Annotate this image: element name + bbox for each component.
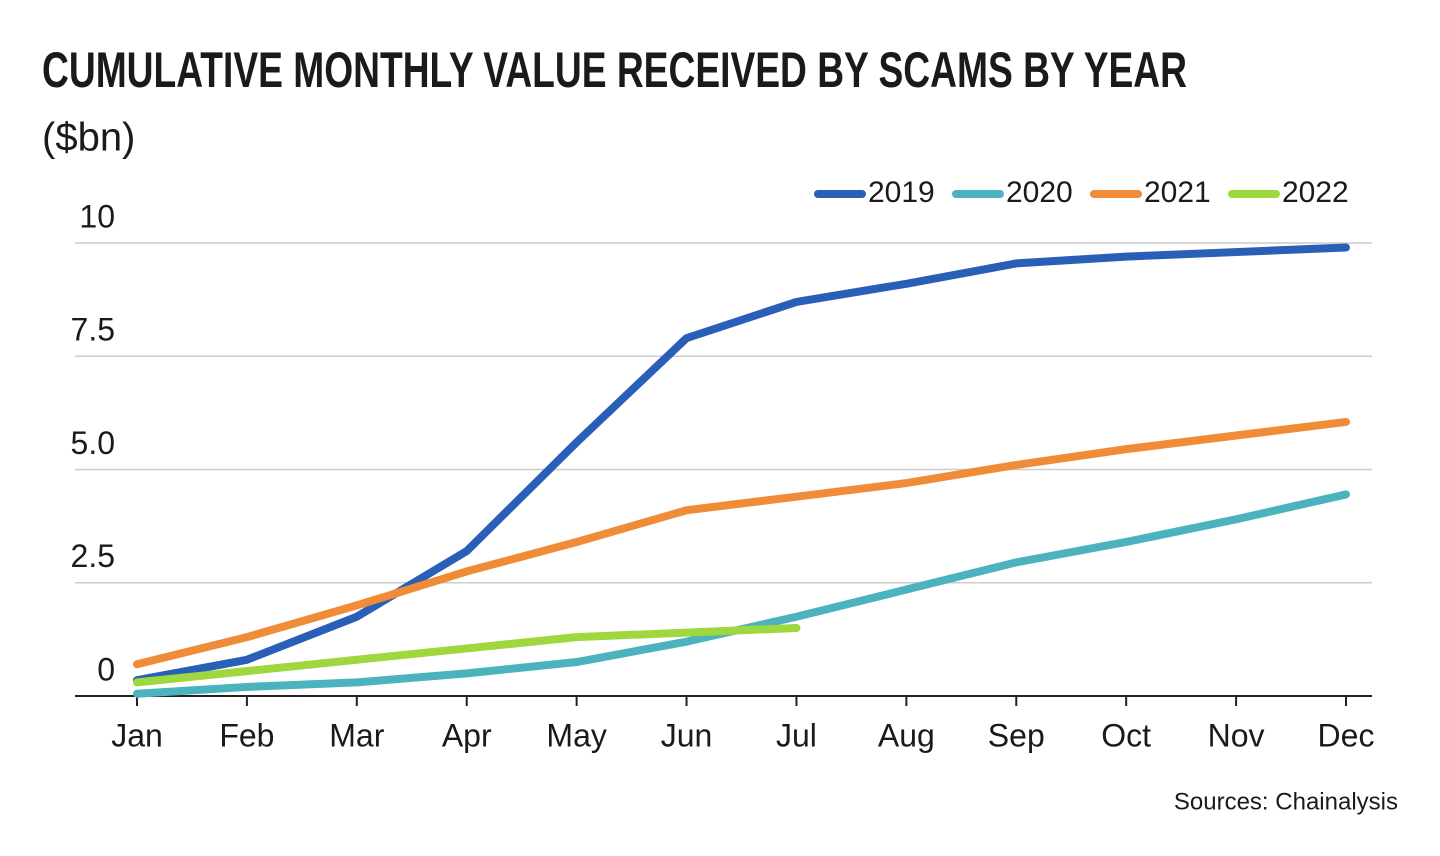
x-tick-label: May — [546, 717, 606, 753]
x-tick-label: Oct — [1101, 717, 1151, 753]
legend-label: 2019 — [868, 176, 935, 209]
y-tick-label: 0 — [97, 651, 115, 687]
legend-label: 2020 — [1006, 176, 1073, 209]
x-tick-label: Jun — [661, 717, 713, 753]
x-tick-label: Dec — [1318, 717, 1375, 753]
x-tick-label: Aug — [878, 717, 935, 753]
series-line — [133, 243, 1350, 685]
y-tick-label: 2.5 — [71, 538, 115, 574]
series-line — [133, 417, 1350, 669]
x-tick-label: Mar — [329, 717, 384, 753]
x-tick-label: Jul — [776, 717, 817, 753]
chart-subtitle: ($bn) — [42, 116, 135, 160]
y-tick-label: 10 — [79, 198, 115, 234]
x-tick-label: Apr — [442, 717, 492, 753]
series-line — [133, 624, 801, 687]
x-tick-label: Jan — [111, 717, 163, 753]
x-tick-label: Nov — [1208, 717, 1265, 753]
x-tick-label: Feb — [219, 717, 274, 753]
y-tick-label: 5.0 — [71, 425, 115, 461]
legend-label: 2021 — [1144, 176, 1211, 209]
y-tick-label: 7.5 — [71, 312, 115, 348]
chart-title: CUMULATIVE MONTHLY VALUE RECEIVED BY SCA… — [42, 42, 1187, 98]
legend-label: 2022 — [1282, 176, 1349, 209]
source: Sources: Chainalysis — [1174, 788, 1398, 815]
x-tick-label: Sep — [988, 717, 1045, 753]
